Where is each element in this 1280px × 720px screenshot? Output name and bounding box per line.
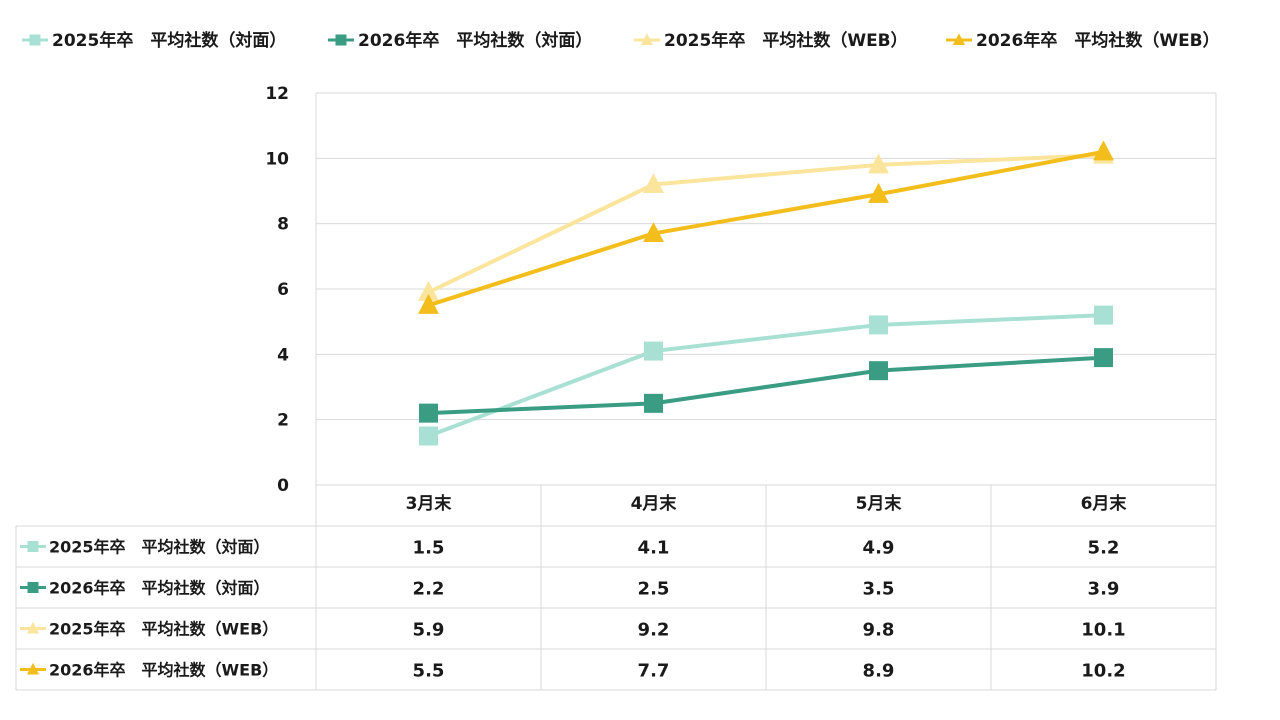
table-cell: 2.5 (638, 579, 670, 600)
series-line (427, 149, 1104, 308)
table-cell: 2.2 (413, 579, 445, 600)
category-label: 6月末 (1081, 493, 1128, 514)
row-header-label: 2025年卒 平均社数（WEB） (49, 620, 278, 639)
row-key-square-icon (27, 582, 39, 593)
legend-triangle-icon (640, 33, 654, 45)
table-cell: 9.8 (863, 620, 895, 641)
row-header-label: 2026年卒 平均社数（対面） (49, 579, 270, 598)
legend: 2025年卒 平均社数（対面） 2026年卒 平均社数（対面） 2025年卒 平均社… (22, 30, 1220, 51)
row-header-label: 2025年卒 平均社数（対面） (49, 538, 270, 557)
table-cell: 10.1 (1081, 620, 1125, 641)
legend-label: 2025年卒 平均社数（対面） (52, 30, 286, 51)
data-point (643, 222, 664, 243)
series-line-group (419, 348, 1113, 423)
table-row: 2026年卒 平均社数（対面） 2.2 2.5 3.5 3.9 (20, 579, 1119, 600)
data-table-rows: 2025年卒 平均社数（対面） 1.5 4.1 4.9 5.2 2026年卒 平均社数（対… (20, 538, 1126, 682)
table-cell: 8.9 (863, 661, 895, 682)
y-axis: 0 2 4 6 8 10 12 (265, 84, 289, 496)
legend-label: 2026年卒 平均社数（対面） (358, 30, 592, 51)
series-line-group (418, 143, 1114, 301)
series-line-group (419, 305, 1113, 446)
table-cell: 5.5 (413, 661, 445, 682)
y-tick-label: 8 (277, 215, 289, 235)
table-row: 2025年卒 平均社数（対面） 1.5 4.1 4.9 5.2 (20, 538, 1119, 559)
data-point (1093, 140, 1114, 161)
series-line (428, 355, 1104, 416)
data-point (1094, 305, 1113, 325)
table-cell: 10.2 (1081, 661, 1125, 682)
y-tick-label: 6 (277, 280, 289, 300)
data-point (1094, 348, 1113, 368)
row-key-triangle-icon (26, 621, 40, 634)
y-tick-label: 2 (277, 411, 289, 431)
y-tick-label: 4 (277, 345, 289, 365)
data-point (644, 393, 663, 413)
series-lines (418, 140, 1114, 446)
legend-label: 2026年卒 平均社数（WEB） (976, 30, 1220, 51)
legend-item: 2025年卒 平均社数（WEB） (634, 30, 908, 51)
row-key-triangle-icon (26, 662, 40, 675)
legend-item: 2026年卒 平均社数（対面） (328, 30, 592, 51)
y-tick-label: 12 (265, 84, 289, 104)
data-point (868, 182, 889, 203)
category-label: 4月末 (631, 493, 678, 514)
table-cell: 9.2 (638, 620, 670, 641)
data-point (869, 361, 888, 381)
data-point (419, 426, 438, 446)
legend-item: 2025年卒 平均社数（対面） (22, 30, 286, 51)
y-tick-label: 0 (277, 476, 289, 496)
data-point (419, 403, 438, 423)
category-label: 3月末 (406, 493, 453, 514)
data-point (643, 173, 664, 194)
data-point (418, 280, 439, 301)
table-cell: 4.9 (863, 538, 895, 559)
table-cell: 3.9 (1088, 579, 1120, 600)
table-row: 2026年卒 平均社数（WEB） 5.5 7.7 8.9 10.2 (20, 661, 1126, 682)
table-cell: 3.5 (863, 579, 895, 600)
gridlines (316, 92, 1216, 421)
row-header-label: 2026年卒 平均社数（WEB） (49, 661, 278, 680)
category-label: 5月末 (856, 493, 903, 514)
legend-square-icon (335, 34, 347, 46)
table-cell: 5.2 (1088, 538, 1120, 559)
table-cell: 7.7 (638, 661, 670, 682)
legend-square-icon (29, 34, 41, 46)
table-cell: 5.9 (413, 620, 445, 641)
data-point (869, 315, 888, 335)
data-table-grid (15, 92, 1217, 691)
category-labels: 3月末 4月末 5月末 6月末 (406, 493, 1128, 514)
legend-triangle-icon (952, 33, 966, 45)
series-line (427, 313, 1104, 438)
table-row: 2025年卒 平均社数（WEB） 5.9 9.2 9.8 10.1 (20, 620, 1126, 641)
table-cell: 1.5 (413, 538, 445, 559)
legend-item: 2026年卒 平均社数（WEB） (946, 30, 1220, 51)
series-line-group (418, 140, 1114, 314)
table-cell: 4.1 (638, 538, 670, 559)
data-point (868, 153, 889, 174)
data-point (644, 341, 663, 361)
legend-label: 2025年卒 平均社数（WEB） (664, 30, 908, 51)
data-point (418, 293, 439, 314)
row-key-square-icon (27, 541, 39, 552)
series-line (427, 153, 1104, 295)
y-tick-label: 10 (265, 149, 289, 169)
